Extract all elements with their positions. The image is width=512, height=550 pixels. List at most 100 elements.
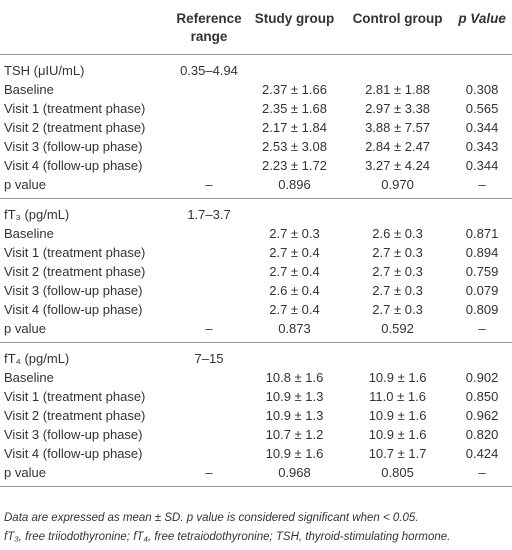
cell: 2.17 ± 1.84 xyxy=(262,120,327,135)
empty-cell xyxy=(172,444,246,463)
row-label: p value xyxy=(0,175,172,199)
row-label: Visit 4 (follow-up phase) xyxy=(4,302,143,317)
empty-cell xyxy=(452,55,512,81)
cell: 10.8 ± 1.6 xyxy=(265,370,324,385)
cell: 10.9 ± 1.6 xyxy=(368,408,427,423)
reference-range: 1.7–3.7 xyxy=(187,207,231,222)
cell: 2.7 ± 0.3 xyxy=(372,302,423,317)
cell: 2.35 ± 1.68 xyxy=(262,101,327,116)
cell: 2.97 ± 3.38 xyxy=(365,101,431,116)
empty-cell xyxy=(172,137,246,156)
empty-cell xyxy=(246,343,343,369)
empty-cell xyxy=(172,156,246,175)
cell: 0.871 xyxy=(465,226,499,241)
cell: 0.343 xyxy=(465,139,499,154)
cell: 0.759 xyxy=(465,264,499,279)
cell: 2.7 ± 0.3 xyxy=(372,283,423,298)
cell: 0.565 xyxy=(465,101,499,116)
cell: 0.894 xyxy=(465,245,499,260)
section-label: fT₄ (pg/mL) xyxy=(4,351,70,366)
cell: 0.424 xyxy=(465,446,499,461)
cell: 2.81 ± 1.88 xyxy=(365,82,431,97)
row-label: Visit 4 (follow-up phase) xyxy=(4,158,143,173)
cell: 2.6 ± 0.3 xyxy=(372,226,423,241)
cell: 0.962 xyxy=(465,408,499,423)
cell: 2.7 ± 0.4 xyxy=(269,264,320,279)
cell: 0.079 xyxy=(465,283,499,298)
data-row: Visit 4 (follow-up phase) 2.7 ± 0.4 2.7 ± … xyxy=(0,300,512,319)
cell: – xyxy=(172,175,246,199)
column-header xyxy=(0,6,172,55)
empty-cell xyxy=(172,118,246,137)
cell: 2.7 ± 0.3 xyxy=(372,245,423,260)
data-row: Visit 1 (treatment phase) 2.35 ± 1.68 2.97… xyxy=(0,99,512,118)
cell: 2.6 ± 0.4 xyxy=(269,283,320,298)
column-header: Control group xyxy=(342,6,453,55)
cell: 0.902 xyxy=(465,370,499,385)
row-label: Baseline xyxy=(4,82,54,97)
cell: 0.805 xyxy=(342,463,453,487)
cell: 0.344 xyxy=(465,120,499,135)
cell: 11.0 ± 1.6 xyxy=(369,389,426,404)
data-row: p value –0.896 0.970– xyxy=(0,175,512,199)
empty-cell xyxy=(343,55,452,81)
cell: 3.27 ± 4.24 xyxy=(365,158,431,173)
data-row: Visit 3 (follow-up phase) 2.6 ± 0.4 2.7 ± … xyxy=(0,281,512,300)
empty-cell xyxy=(172,406,246,425)
cell: 2.7 ± 0.3 xyxy=(269,226,320,241)
empty-cell xyxy=(343,343,452,369)
empty-cell xyxy=(172,99,246,118)
cell: 2.23 ± 1.72 xyxy=(262,158,327,173)
empty-cell xyxy=(172,262,246,281)
row-label: Visit 2 (treatment phase) xyxy=(4,120,146,135)
cell: – xyxy=(452,175,512,199)
row-label: Visit 1 (treatment phase) xyxy=(4,245,146,260)
cell: – xyxy=(172,463,246,487)
cell: 2.84 ± 2.47 xyxy=(365,139,431,154)
row-label: Visit 2 (treatment phase) xyxy=(4,264,146,279)
cell: 0.873 xyxy=(246,319,343,343)
cell: 0.896 xyxy=(246,175,343,199)
table-body: TSH (μIU/mL) 0.35–4.94 Baseline 2.37 ± 1.66… xyxy=(0,55,512,487)
data-row: Visit 4 (follow-up phase) 2.23 ± 1.72 3.27… xyxy=(0,156,512,175)
data-row: Visit 2 (treatment phase) 2.17 ± 1.84 3.88… xyxy=(0,118,512,137)
cell: 10.7 ± 1.2 xyxy=(265,427,324,442)
footnote: fT₃, free triiodothyronine; fT₄, free te… xyxy=(4,531,451,543)
data-table: Reference range Study group Control group p… xyxy=(0,6,512,487)
empty-cell xyxy=(452,343,512,369)
empty-cell xyxy=(246,55,343,81)
cell: 10.9 ± 1.6 xyxy=(368,427,427,442)
reference-range: 7–15 xyxy=(194,351,224,366)
cell: 2.7 ± 0.3 xyxy=(372,264,423,279)
cell: – xyxy=(172,319,246,343)
row-label: Baseline xyxy=(4,370,54,385)
row-label: Visit 3 (follow-up phase) xyxy=(4,283,143,298)
empty-cell xyxy=(246,199,343,225)
data-row: Visit 3 (follow-up phase) 2.53 ± 3.08 2.84… xyxy=(0,137,512,156)
footnote: Data are expressed as mean ± SD. p value… xyxy=(4,512,419,524)
header-row: Reference range Study group Control group p… xyxy=(0,6,512,55)
row-label: Visit 3 (follow-up phase) xyxy=(4,427,143,442)
cell: 0.970 xyxy=(342,175,453,199)
cell: 2.7 ± 0.4 xyxy=(269,245,320,260)
cell: 0.809 xyxy=(465,302,499,317)
cell: 10.9 ± 1.3 xyxy=(265,389,324,404)
section-label: TSH (μIU/mL) xyxy=(4,63,85,78)
row-label: Baseline xyxy=(4,226,54,241)
cell: 0.344 xyxy=(465,158,499,173)
cell: 0.820 xyxy=(465,427,499,442)
column-header: Reference range xyxy=(172,6,246,55)
row-label: p value xyxy=(0,463,172,487)
cell: 10.9 ± 1.6 xyxy=(265,446,324,461)
data-row: Visit 1 (treatment phase) 10.9 ± 1.3 11.0 … xyxy=(0,387,512,406)
cell: 0.968 xyxy=(246,463,343,487)
data-row: p value –0.873 0.592– xyxy=(0,319,512,343)
empty-cell xyxy=(172,80,246,99)
cell: 10.9 ± 1.3 xyxy=(265,408,324,423)
cell: 3.88 ± 7.57 xyxy=(365,120,431,135)
empty-cell xyxy=(172,387,246,406)
cell: 2.53 ± 3.08 xyxy=(262,139,327,154)
data-row: p value –0.968 0.805– xyxy=(0,463,512,487)
data-row: Baseline 10.8 ± 1.6 10.9 ± 1.6 0.902 xyxy=(0,368,512,387)
